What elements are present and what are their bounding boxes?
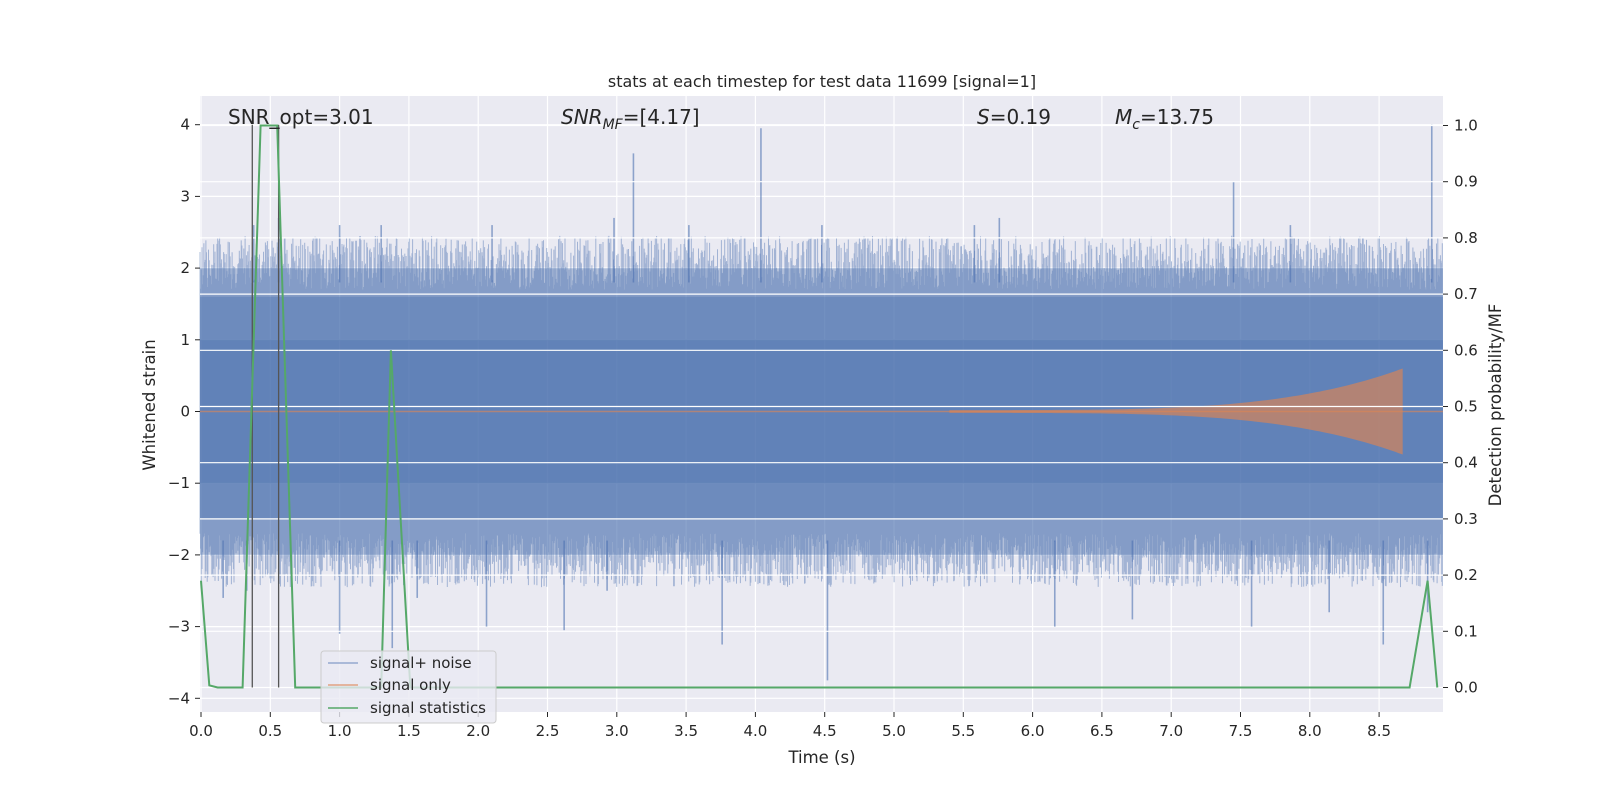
- y-right-tick-label: 0.6: [1454, 341, 1478, 359]
- y-tick-label: 1: [180, 331, 190, 349]
- y-right-tick-label: 0.4: [1454, 454, 1478, 472]
- x-tick-label: 5.5: [951, 722, 975, 740]
- mc-sub: c: [1132, 117, 1140, 133]
- x-tick-label: 8.0: [1298, 722, 1322, 740]
- legend-box: [320, 650, 497, 724]
- y-right-axis-label: Detection probability/MF: [1486, 304, 1505, 507]
- snr-mf-value: =[4.17]: [623, 105, 700, 129]
- series-signal-statistics: [200, 124, 1439, 689]
- x-tick-label: 0.5: [258, 722, 282, 740]
- x-tick-label: 1.0: [328, 722, 352, 740]
- x-tick-label: 3.5: [674, 722, 698, 740]
- series-signal-only: [200, 368, 1443, 455]
- x-tick-label: 0.0: [189, 722, 213, 740]
- x-tick-label: 4.5: [813, 722, 837, 740]
- y-tick-labels: 4 3 2 1 0 −1 −2 −3 −4: [168, 116, 200, 707]
- y-right-tick-label: 0.5: [1454, 398, 1478, 416]
- y-tick-label: 3: [180, 187, 190, 205]
- y-right-tick-label: 0.2: [1454, 566, 1478, 584]
- signal-chirp: [949, 368, 1403, 455]
- x-tick-label: 2.5: [536, 722, 560, 740]
- y-right-tick-label: 0.0: [1454, 679, 1478, 697]
- x-tick-label: 1.5: [397, 722, 421, 740]
- x-tick-label: 7.5: [1229, 722, 1253, 740]
- legend-label-signal-statistics: signal statistics: [370, 699, 486, 717]
- snr-opt-annotation: SNR_opt=3.01: [228, 105, 374, 129]
- x-tick-label: 2.0: [466, 722, 490, 740]
- x-tick-label: 4.0: [743, 722, 767, 740]
- y-tick-label: 0: [180, 403, 190, 421]
- snr-mf-main: SNR: [561, 105, 603, 129]
- x-axis-label: Time (s): [787, 748, 855, 767]
- legend: signal+ noise signal only signal statist…: [320, 650, 497, 724]
- y-right-tick-label: 0.8: [1454, 229, 1478, 247]
- x-tick-label: 8.5: [1367, 722, 1391, 740]
- y-right-tick-labels: 1.0 0.9 0.8 0.7 0.6 0.5 0.4 0.3 0.2 0.1 0.0: [1443, 117, 1478, 697]
- x-tick-labels: 0.0 0.5 1.0 1.5 2.0 2.5 3.0 3.5 4.0 4.5 5.0 5.5 6.0 6…: [189, 712, 1391, 740]
- y-tick-label: −1: [168, 474, 190, 492]
- x-tick-label: 6.5: [1090, 722, 1114, 740]
- y-axis-label: Whitened strain: [140, 339, 159, 470]
- y-right-tick-label: 0.7: [1454, 285, 1478, 303]
- mc-main: M: [1115, 105, 1132, 129]
- y-right-tick-label: 1.0: [1454, 117, 1478, 135]
- grid-lines-x: [200, 96, 1380, 712]
- y-right-tick-label: 0.1: [1454, 622, 1478, 640]
- statistics-line: [200, 124, 1439, 689]
- legend-label-signal-only: signal only: [370, 676, 451, 694]
- legend-label-signal-noise: signal+ noise: [370, 654, 472, 672]
- mc-value: =13.75: [1140, 105, 1214, 129]
- snr-mf-annotation: SNRMF=[4.17]: [561, 105, 700, 133]
- y-tick-label: 4: [180, 116, 190, 134]
- y-tick-label: −4: [168, 689, 190, 707]
- y-tick-label: −3: [168, 618, 190, 636]
- x-tick-label: 7.0: [1159, 722, 1183, 740]
- x-tick-label: 6.0: [1021, 722, 1045, 740]
- s-main: S: [977, 105, 990, 129]
- s-value: =0.19: [990, 105, 1051, 129]
- s-annotation: S=0.19: [977, 105, 1051, 129]
- y-tick-label: −2: [168, 546, 190, 564]
- x-tick-label: 5.0: [882, 722, 906, 740]
- y-tick-label: 2: [180, 259, 190, 277]
- snr-mf-sub: MF: [603, 117, 624, 133]
- y-right-tick-label: 0.3: [1454, 510, 1478, 528]
- x-tick-label: 3.0: [605, 722, 629, 740]
- chart-title: stats at each timestep for test data 116…: [608, 72, 1036, 91]
- y-right-tick-label: 0.9: [1454, 173, 1478, 191]
- mc-annotation: Mc=13.75: [1115, 105, 1214, 133]
